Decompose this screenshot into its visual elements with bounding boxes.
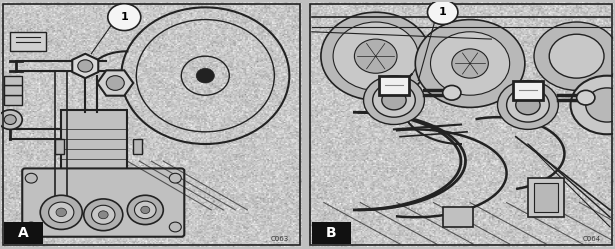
Circle shape xyxy=(169,222,181,232)
Circle shape xyxy=(430,32,510,95)
Circle shape xyxy=(321,12,430,100)
Bar xyxy=(534,183,558,212)
Circle shape xyxy=(415,20,525,107)
Circle shape xyxy=(498,81,558,129)
Circle shape xyxy=(382,90,406,110)
Bar xyxy=(528,178,565,217)
Circle shape xyxy=(363,76,424,124)
Circle shape xyxy=(40,195,82,229)
Circle shape xyxy=(56,208,66,217)
Bar xyxy=(4,95,22,105)
Circle shape xyxy=(452,49,488,78)
Circle shape xyxy=(534,22,615,90)
Circle shape xyxy=(507,88,549,122)
Circle shape xyxy=(443,85,461,100)
Circle shape xyxy=(25,173,38,183)
Circle shape xyxy=(333,22,418,90)
Polygon shape xyxy=(73,54,98,78)
Circle shape xyxy=(106,76,124,90)
Bar xyxy=(379,76,409,95)
Text: 1: 1 xyxy=(438,7,446,17)
Circle shape xyxy=(577,90,595,105)
Circle shape xyxy=(585,88,615,122)
Circle shape xyxy=(84,199,123,231)
Circle shape xyxy=(373,83,415,117)
Circle shape xyxy=(516,95,540,115)
Circle shape xyxy=(127,195,164,225)
Circle shape xyxy=(135,201,156,219)
Bar xyxy=(10,32,46,51)
Bar xyxy=(4,85,22,95)
Circle shape xyxy=(571,76,615,134)
Circle shape xyxy=(141,206,150,214)
Polygon shape xyxy=(312,222,351,244)
Circle shape xyxy=(77,60,93,72)
Bar xyxy=(443,207,473,227)
Circle shape xyxy=(25,222,38,232)
Polygon shape xyxy=(97,70,133,96)
Bar xyxy=(62,110,127,178)
Text: C064: C064 xyxy=(583,236,601,242)
Polygon shape xyxy=(4,222,43,244)
Circle shape xyxy=(92,205,115,224)
Bar xyxy=(55,139,64,154)
Circle shape xyxy=(427,0,458,24)
Text: C063: C063 xyxy=(271,236,289,242)
Bar xyxy=(133,139,142,154)
Circle shape xyxy=(98,211,108,219)
Circle shape xyxy=(49,202,74,223)
Circle shape xyxy=(0,110,22,129)
Bar xyxy=(4,76,22,85)
FancyBboxPatch shape xyxy=(22,168,184,237)
Circle shape xyxy=(549,34,604,78)
Circle shape xyxy=(4,115,16,124)
Circle shape xyxy=(169,173,181,183)
Text: B: B xyxy=(326,226,337,240)
Bar xyxy=(513,81,543,100)
Text: 1: 1 xyxy=(121,12,128,22)
Circle shape xyxy=(108,4,141,31)
Text: A: A xyxy=(18,226,29,240)
Circle shape xyxy=(354,39,397,73)
Circle shape xyxy=(196,68,214,83)
